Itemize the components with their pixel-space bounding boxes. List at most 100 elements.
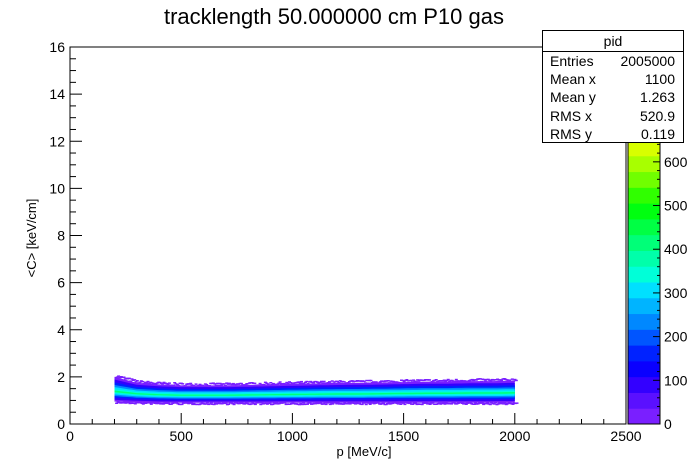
y-tick-label: 14 (49, 86, 65, 102)
band-speckle (115, 376, 119, 378)
band-speckle (177, 384, 181, 387)
band-speckle (219, 384, 223, 386)
band-speckle (460, 379, 464, 382)
band-speckle (245, 383, 249, 385)
stats-row-mean-y: Mean y 1.263 (543, 88, 683, 106)
band-speckle (399, 403, 403, 405)
band-speckle (227, 403, 231, 405)
band-speckle (330, 402, 333, 404)
band-speckle (328, 403, 332, 406)
colorbar-cell (628, 282, 660, 299)
band-speckle (450, 379, 454, 382)
band-speckle (135, 380, 139, 382)
band-speckle (198, 383, 202, 386)
band-speckle (424, 402, 428, 404)
band-speckle (374, 381, 378, 383)
band-speckle (127, 401, 131, 404)
x-tick-label: 2000 (499, 428, 530, 444)
band-speckle (263, 381, 267, 384)
band-speckle (205, 401, 209, 404)
band-speckle (180, 403, 184, 406)
band-speckle (360, 403, 364, 406)
stats-row-rms-x: RMS x 520.9 (543, 107, 683, 125)
band-speckle (392, 380, 395, 383)
band-speckle (253, 382, 257, 385)
colorbar-cell (628, 392, 660, 409)
band-speckle (466, 380, 470, 383)
band-speckle (148, 402, 152, 404)
band-speckle (259, 403, 263, 406)
band-speckle (115, 402, 119, 404)
band-speckle (472, 403, 476, 405)
band-speckle (372, 381, 375, 383)
band-speckle (338, 380, 342, 382)
band-speckle (183, 385, 187, 387)
band-speckle (503, 402, 507, 404)
band-speckle (420, 403, 424, 406)
band-speckle (173, 382, 177, 384)
stats-row-rms-y: RMS y 0.119 (543, 125, 683, 143)
band-speckle (226, 383, 230, 385)
band-speckle (445, 379, 449, 382)
band-speckle (489, 380, 493, 382)
band-speckle (327, 401, 331, 404)
band-speckle (266, 383, 270, 385)
band-speckle (277, 402, 281, 405)
band-speckle (217, 384, 221, 387)
band-speckle (278, 381, 282, 383)
band-speckle (231, 402, 235, 405)
band-speckle (416, 379, 420, 381)
colorbar-cell (628, 266, 660, 283)
band-speckle (305, 380, 309, 383)
band-speckle (222, 383, 226, 385)
stats-value: 520.9 (639, 107, 675, 124)
band-speckle (377, 382, 381, 384)
colorbar-cell (628, 155, 660, 173)
band-speckle (461, 381, 465, 383)
band-speckle (243, 384, 247, 386)
band-speckle (370, 382, 374, 384)
band-speckle (406, 380, 410, 382)
band-speckle (218, 382, 222, 385)
colorbar-cell (628, 187, 660, 204)
band-speckle (450, 403, 454, 405)
band-speckle (492, 403, 496, 405)
band-speckle (434, 379, 438, 381)
band-speckle (402, 380, 406, 383)
band-speckle (490, 401, 494, 404)
band-speckle (409, 379, 413, 382)
colorbar-cell (628, 376, 660, 393)
band-speckle (430, 381, 434, 383)
band-speckle (431, 401, 435, 404)
band-speckle (337, 382, 341, 384)
band-speckle (258, 382, 262, 385)
band-speckle (514, 379, 518, 382)
band-speckle (332, 382, 335, 385)
band-speckle (181, 383, 185, 385)
band-speckle (309, 380, 313, 383)
band-speckle (175, 383, 179, 386)
band-speckle (154, 383, 158, 385)
band-speckle (260, 402, 264, 404)
colorbar-tick-label: 300 (664, 285, 688, 301)
band-speckle (251, 401, 255, 404)
band-speckle (229, 402, 233, 404)
colorbar-cell (628, 408, 660, 425)
band-speckle (118, 376, 122, 379)
band-speckle (354, 403, 357, 405)
band-speckle (347, 402, 351, 404)
colorbar-tick-label: 100 (664, 372, 688, 388)
band-speckle (428, 403, 432, 405)
band-speckle (193, 385, 197, 387)
x-tick-label: 1000 (277, 428, 308, 444)
band-speckle (224, 402, 228, 404)
band-speckle (348, 403, 352, 405)
stats-label: RMS y (550, 125, 592, 142)
band-speckle (199, 403, 203, 405)
band-speckle (367, 402, 371, 404)
band-speckle (443, 403, 447, 405)
band-speckle (202, 385, 206, 387)
band-speckle (141, 380, 145, 383)
band-speckle (270, 383, 274, 386)
